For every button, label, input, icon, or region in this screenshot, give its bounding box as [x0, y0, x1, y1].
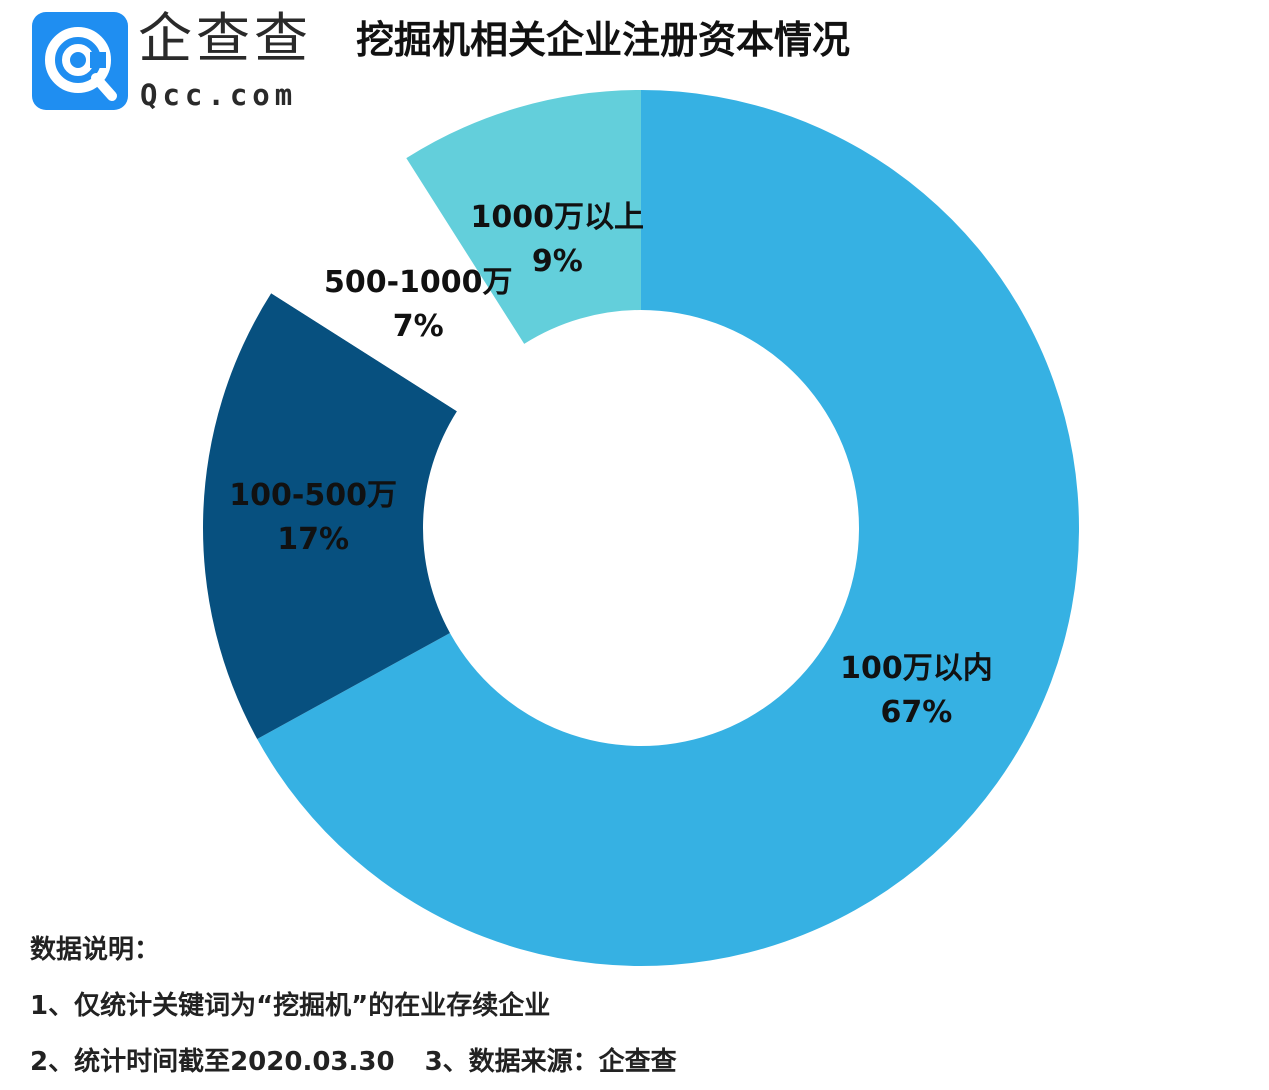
slice-label-1: 100-500万 17%: [229, 474, 397, 562]
notes-line-1: 1、仅统计关键词为“挖掘机”的在业存续企业: [30, 991, 551, 1021]
slice-label-3: 1000万以上 9%: [471, 196, 645, 284]
slice-label-name: 100-500万: [229, 477, 398, 513]
slice-label-name: 500-1000万: [323, 265, 513, 301]
slice-label-name: 1000万以上: [470, 199, 645, 235]
slice-label-name: 100万以内: [840, 650, 993, 686]
slice-label-value: 17%: [277, 521, 350, 557]
notes-heading: 数据说明：: [30, 935, 161, 965]
data-notes: 数据说明： 1、仅统计关键词为“挖掘机”的在业存续企业 2、统计时间截至2020…: [30, 922, 677, 1090]
slice-label-value: 7%: [392, 309, 444, 345]
qcc-logo-icon: [32, 12, 128, 110]
notes-line-2: 2、统计时间截至2020.03.30 3、数据来源：企查查: [30, 1034, 677, 1090]
notes-line-2a: 2、统计时间截至2020.03.30: [30, 1047, 395, 1077]
slice-label-0: 100万以内 67%: [840, 647, 993, 735]
chart-title: 挖掘机相关企业注册资本情况: [356, 18, 851, 62]
brand-domain: Qcc.com: [140, 78, 298, 112]
notes-line-2b: 3、数据来源：企查查: [424, 1047, 677, 1077]
donut-slice-3: [406, 90, 641, 344]
donut-slice-1: [203, 293, 457, 740]
slice-label-value: 9%: [531, 243, 583, 279]
brand-name: 企查查: [138, 7, 312, 70]
slice-label-value: 67%: [880, 694, 953, 730]
donut-slice-2: [271, 158, 525, 412]
donut-chart: [203, 90, 1080, 966]
slice-label-2: 500-1000万 7%: [324, 261, 513, 349]
donut-slice-0: [257, 90, 1080, 966]
